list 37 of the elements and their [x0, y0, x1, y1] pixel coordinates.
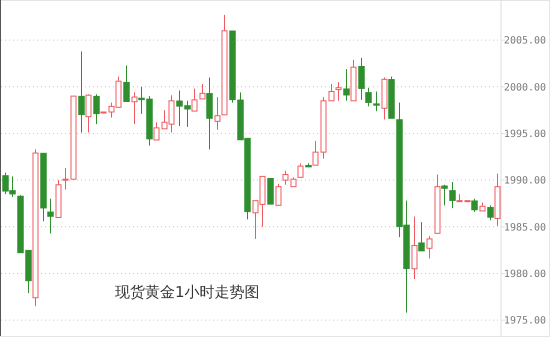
text: 现货黄金1小时走势图: [115, 283, 260, 301]
y-tick-label: 2000.00: [504, 82, 546, 94]
candlestick: [336, 82, 342, 102]
y-tick-label: 1980.00: [504, 268, 546, 280]
y-tick-label: 1995.00: [504, 128, 546, 140]
candlestick: [78, 50, 85, 134]
candlestick: [358, 57, 365, 100]
candlestick: [276, 183, 282, 206]
candlestick: [62, 168, 68, 190]
candlestick: [123, 64, 130, 102]
candlestick: [456, 194, 462, 202]
candlestick: [132, 92, 138, 125]
candlestick: [282, 170, 288, 186]
candlestick: [449, 182, 456, 209]
candlestick: [426, 236, 432, 260]
candlestick: [47, 198, 54, 234]
y-tick-label: 1985.00: [504, 222, 546, 234]
candlestick: [298, 162, 304, 178]
candlestick: [328, 84, 334, 102]
candlestick: [471, 198, 478, 212]
candlestick: [373, 90, 380, 112]
candlestick: [154, 122, 160, 140]
candlestick: [487, 204, 494, 221]
candlestick: [418, 222, 425, 252]
candlestick: [93, 94, 100, 125]
y-tick-label: 1975.00: [504, 316, 546, 327]
candlestick: [441, 184, 448, 206]
candlestick: [412, 216, 418, 280]
y-tick-label: 1990.00: [504, 176, 546, 187]
candlestick: [343, 68, 350, 102]
y-tick-label: 2005.00: [504, 36, 546, 47]
candlestick: [200, 84, 206, 100]
candlestick: [192, 88, 198, 112]
candlestick: [365, 87, 372, 107]
candlestick: [312, 140, 318, 166]
candlestick: [290, 176, 296, 188]
candlestick: [86, 94, 92, 134]
